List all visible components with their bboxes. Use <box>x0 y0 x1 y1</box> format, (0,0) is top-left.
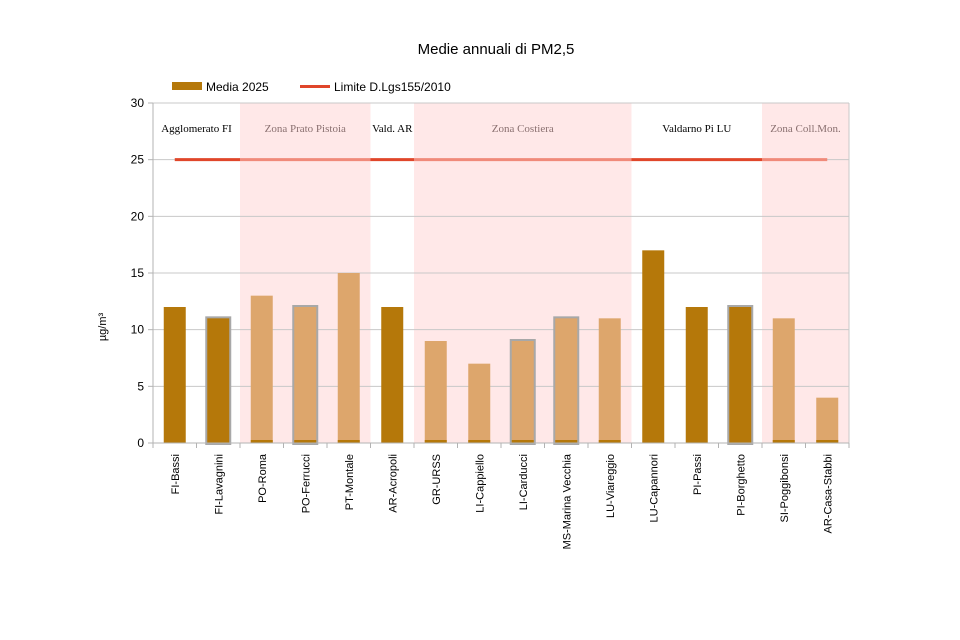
bar-2 <box>250 295 273 443</box>
bar-15 <box>816 397 839 443</box>
zone-label-4: Valdarno Pi LU <box>662 123 731 135</box>
y-tick-label-2: 10 <box>131 323 145 337</box>
bar-base-2 <box>250 440 273 443</box>
zone-label-0: Agglomerato FI <box>161 123 232 135</box>
bar-1 <box>207 318 230 443</box>
legend-label-bars: Media 2025 <box>206 80 269 94</box>
x-category-label-3: PO-Ferrucci <box>300 454 312 513</box>
x-category-label-9: MS-Marina Vecchia <box>561 453 573 549</box>
y-tick-label-0: 0 <box>137 436 144 450</box>
bar-6 <box>424 341 447 443</box>
bar-base-8 <box>511 440 534 443</box>
y-tick-label-1: 5 <box>137 379 144 393</box>
x-category-label-11: LU-Capannori <box>648 454 660 522</box>
x-category-label-4: PT-Montale <box>344 454 356 510</box>
bar-10 <box>598 318 621 443</box>
zone-label-5: Zona Coll.Mon. <box>770 123 841 135</box>
bar-5 <box>381 307 404 443</box>
x-category-label-10: LU-Viareggio <box>605 454 617 518</box>
bar-11 <box>642 250 665 443</box>
bar-base-9 <box>555 440 578 443</box>
axes: 0 5 10 15 20 25 30 FI-Bassi FI-Lavagnini PO-Roma P… <box>131 96 850 549</box>
legend-label-limit: Limite D.Lgs155/2010 <box>334 80 451 94</box>
bar-base-3 <box>294 440 317 443</box>
bar-3 <box>294 307 317 443</box>
bar-13 <box>729 307 752 443</box>
bar-base-14 <box>772 440 795 443</box>
bars-layer <box>163 250 839 446</box>
bar-4 <box>337 273 360 443</box>
bar-8 <box>511 341 534 443</box>
legend-swatch-bars <box>172 82 202 90</box>
y-tick-label-4: 20 <box>131 209 145 223</box>
zone-label-3: Zona Costiera <box>492 123 554 135</box>
bar-7 <box>468 363 491 443</box>
x-category-label-1: FI-Lavagnini <box>213 454 225 515</box>
x-category-label-15: AR-Casa-Stabbi <box>822 454 834 533</box>
bar-14 <box>772 318 795 443</box>
x-category-label-12: PI-Passi <box>692 454 704 495</box>
zone-labels: Agglomerato FI Zona Prato Pistoia Vald. AR… <box>161 123 841 135</box>
legend: Media 2025 Limite D.Lgs155/2010 <box>172 80 451 94</box>
x-category-label-7: LI-Cappiello <box>474 454 486 513</box>
bar-base-4 <box>337 440 360 443</box>
bar-12 <box>685 307 708 443</box>
bar-base-7 <box>468 440 491 443</box>
x-category-label-8: LI-Carducci <box>518 454 530 510</box>
y-tick-label-3: 15 <box>131 266 145 280</box>
bar-base-10 <box>598 440 621 443</box>
zone-label-2: Vald. AR <box>372 123 413 135</box>
bar-base-15 <box>816 440 839 443</box>
chart-title: Medie annuali di PM2,5 <box>418 41 575 58</box>
y-tick-label-6: 30 <box>131 96 145 110</box>
x-category-label-2: PO-Roma <box>257 453 269 503</box>
legend-swatch-limit <box>300 85 330 88</box>
y-tick-label-5: 25 <box>131 153 145 167</box>
bar-base-6 <box>424 440 447 443</box>
bar-9 <box>555 318 578 443</box>
x-category-label-14: SI-Poggibonsi <box>779 454 791 523</box>
x-category-label-0: FI-Bassi <box>170 454 182 494</box>
x-category-label-6: GR-URSS <box>431 454 443 505</box>
x-category-label-13: PI-Borghetto <box>735 454 747 516</box>
x-category-label-5: AR-Acropoli <box>387 454 399 513</box>
bar-0 <box>163 307 186 443</box>
zone-label-1: Zona Prato Pistoia <box>265 123 346 135</box>
y-axis-label: µg/m³ <box>97 312 109 341</box>
